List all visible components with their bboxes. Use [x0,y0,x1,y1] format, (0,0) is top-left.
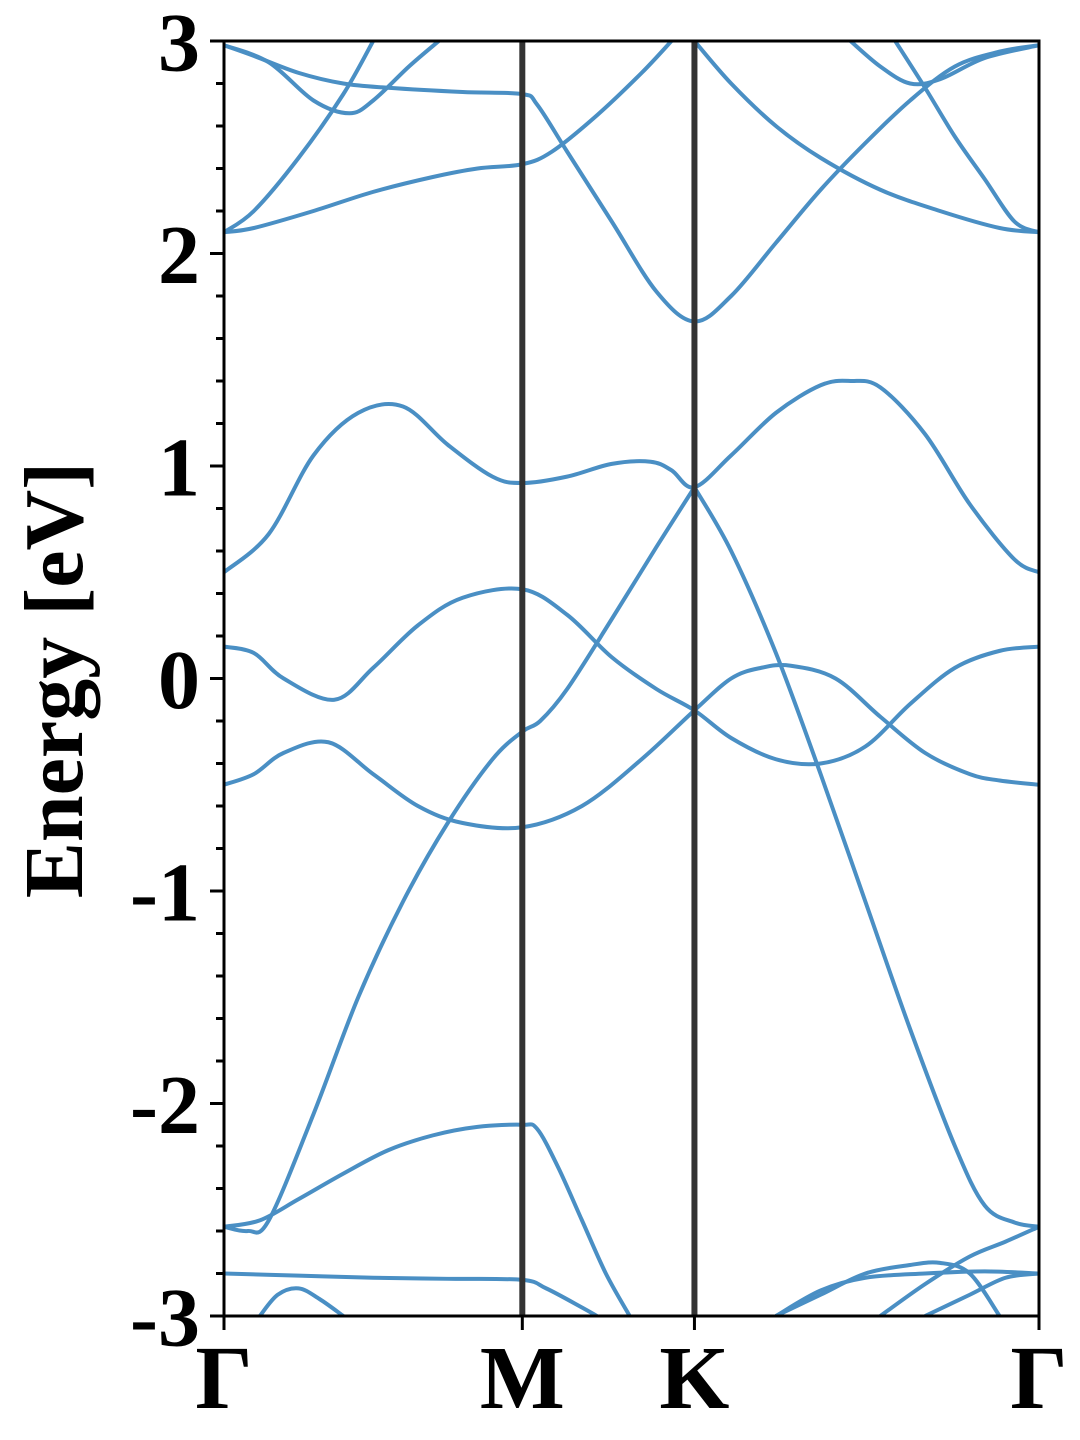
x-tick-label: Γ [1010,1329,1067,1428]
band-line-13 [893,41,1039,235]
band-line-11 [692,41,1039,235]
kpoint-lines [519,41,698,1316]
band-line-15 [774,1269,1039,1316]
x-tick-label: Γ [195,1329,252,1428]
band-line-8 [224,41,375,234]
y-ticks: -3 -2 -1 0 1 2 3 [130,0,224,1364]
band-line-16 [879,1224,1039,1316]
y-tick-label: -1 [130,846,200,939]
x-tick-label: K [659,1329,729,1428]
band-line-10 [224,41,441,116]
band-line-9 [224,43,1039,324]
band-line-2 [224,486,697,1235]
y-tick-label: -3 [130,1271,200,1364]
band-line-6 [224,378,1039,575]
band-line-7 [224,41,673,235]
band-line-1 [224,1122,632,1316]
band-line-17 [924,1271,1039,1316]
band-line-4 [224,663,1039,831]
y-tick-label: 0 [158,634,200,727]
band-line-3 [692,486,1039,1229]
y-axis-label: Energy [eV] [8,462,101,898]
y-tick-label: 1 [158,421,200,514]
band-line-18 [258,1286,345,1316]
band-line-0 [224,1271,598,1316]
y-tick-label: 3 [158,0,200,89]
y-tick-label: -2 [130,1059,200,1152]
band-line-5 [224,586,1039,767]
y-tick-label: 2 [158,209,200,302]
plot-frame [222,39,1041,1318]
bands [224,41,1039,1316]
x-tick-label: M [480,1329,565,1428]
